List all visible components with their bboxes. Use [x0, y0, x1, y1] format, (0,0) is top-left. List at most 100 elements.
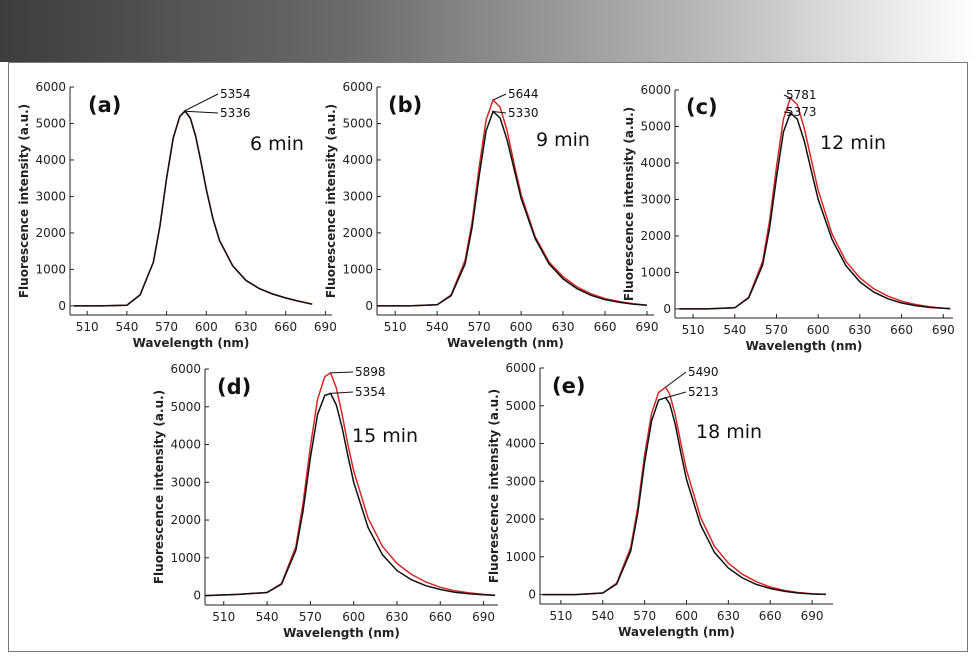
y-tick-label: 2000 [640, 229, 671, 243]
y-tick-label: 4000 [342, 153, 373, 167]
y-axis-title: Fluorescence intensity (a.u.) [17, 104, 31, 298]
peak-value-label: 5354 [220, 87, 251, 101]
y-tick-label: 1000 [342, 262, 373, 276]
y-tick-label: 0 [365, 299, 373, 313]
x-tick-label: 570 [468, 320, 491, 334]
x-tick-label: 570 [633, 609, 656, 623]
y-tick-label: 5000 [640, 119, 671, 133]
x-tick-label: 510 [76, 320, 99, 334]
y-axis-title: Fluorescence intensity (a.u.) [622, 107, 636, 301]
x-tick-label: 540 [115, 320, 138, 334]
y-tick-label: 6000 [170, 362, 201, 376]
x-tick-label: 660 [274, 320, 297, 334]
panel-label: (b) [388, 93, 422, 117]
y-axis-title: Fluorescence intensity (a.u.) [324, 104, 338, 298]
x-axis-title: Wavelength (nm) [447, 336, 564, 350]
panel-label: (c) [686, 95, 718, 119]
y-tick-label: 1000 [170, 551, 201, 565]
y-tick-label: 4000 [35, 153, 66, 167]
x-tick-label: 630 [717, 609, 740, 623]
x-tick-label: 600 [807, 323, 830, 337]
x-tick-label: 600 [675, 609, 698, 623]
panel-label: (d) [217, 375, 251, 399]
y-tick-label: 0 [663, 302, 671, 316]
x-axis-title: Wavelength (nm) [133, 336, 250, 350]
header-banner [0, 0, 978, 62]
x-tick-label: 570 [155, 320, 178, 334]
peak-value-label: 5373 [786, 105, 817, 119]
y-axis-title: Fluorescence intensity (a.u.) [487, 389, 501, 583]
peak-value-label: 5354 [355, 385, 386, 399]
x-tick-label: 660 [759, 609, 782, 623]
x-axis-title: Wavelength (nm) [283, 626, 400, 640]
peak-leader-line [185, 110, 219, 114]
peak-value-label: 5213 [688, 385, 719, 399]
y-tick-label: 1000 [640, 265, 671, 279]
y-tick-label: 5000 [35, 116, 66, 130]
y-tick-label: 0 [58, 299, 66, 313]
peak-leader-line [184, 93, 219, 112]
time-label: 18 min [696, 421, 762, 443]
time-label: 15 min [352, 425, 418, 447]
x-axis-title: Wavelength (nm) [746, 339, 863, 353]
y-tick-label: 6000 [342, 80, 373, 94]
peak-leader-line [492, 93, 507, 101]
x-tick-label: 630 [235, 320, 258, 334]
y-tick-label: 6000 [505, 361, 536, 375]
y-tick-label: 2000 [35, 226, 66, 240]
y-tick-label: 3000 [640, 192, 671, 206]
x-tick-label: 510 [549, 609, 572, 623]
peak-leader-line [493, 110, 507, 114]
y-tick-label: 3000 [35, 189, 66, 203]
x-tick-label: 630 [848, 323, 871, 337]
y-tick-label: 5000 [170, 400, 201, 414]
x-tick-label: 510 [682, 323, 705, 337]
x-tick-label: 510 [212, 610, 235, 624]
peak-value-label: 5781 [786, 88, 817, 102]
y-tick-label: 5000 [505, 399, 536, 413]
x-tick-label: 690 [932, 323, 955, 337]
x-axis-title: Wavelength (nm) [618, 625, 735, 639]
x-tick-label: 690 [636, 320, 659, 334]
chart-panel-c: 0 1000 2000 3000 4000 5000 6000 510 540 570 600 630… [622, 83, 955, 353]
x-tick-label: 630 [552, 320, 575, 334]
x-tick-label: 660 [594, 320, 617, 334]
peak-leader-line [783, 94, 791, 99]
y-tick-label: 1000 [35, 262, 66, 276]
y-tick-label: 4000 [170, 438, 201, 452]
series-line-red [204, 371, 496, 597]
x-tick-label: 660 [429, 610, 452, 624]
peak-leader-line [330, 371, 354, 374]
peak-value-label: 5336 [220, 106, 251, 120]
series-line-black [377, 110, 648, 307]
peak-leader-line [330, 391, 354, 394]
x-tick-label: 570 [765, 323, 788, 337]
peak-leader-line [665, 391, 687, 399]
series-line-red [679, 96, 951, 310]
y-tick-label: 3000 [505, 474, 536, 488]
series-line-red [377, 98, 648, 307]
y-tick-label: 1000 [505, 550, 536, 564]
y-tick-label: 2000 [342, 226, 373, 240]
peak-value-label: 5898 [355, 365, 386, 379]
x-tick-label: 570 [299, 610, 322, 624]
y-tick-label: 4000 [640, 156, 671, 170]
x-tick-label: 690 [314, 320, 337, 334]
x-tick-label: 600 [195, 320, 218, 334]
x-tick-label: 510 [384, 320, 407, 334]
peak-value-label: 5330 [508, 106, 539, 120]
chart-panel-d: 0 1000 2000 3000 4000 5000 6000 510 540 570 600 630… [152, 362, 498, 640]
x-tick-label: 600 [510, 320, 533, 334]
series-line-black [679, 111, 951, 310]
panel-label: (e) [552, 374, 585, 398]
series-line-red [542, 386, 827, 596]
y-tick-label: 3000 [170, 475, 201, 489]
x-tick-label: 540 [591, 609, 614, 623]
y-tick-label: 0 [528, 588, 536, 602]
y-tick-label: 6000 [35, 80, 66, 94]
series-line-black [74, 110, 313, 307]
chart-panel-a: 0 1000 2000 3000 4000 5000 6000 510 540 570 600 630… [17, 80, 337, 350]
time-label: 9 min [536, 129, 590, 151]
y-tick-label: 4000 [505, 437, 536, 451]
series-line-black [542, 396, 827, 596]
